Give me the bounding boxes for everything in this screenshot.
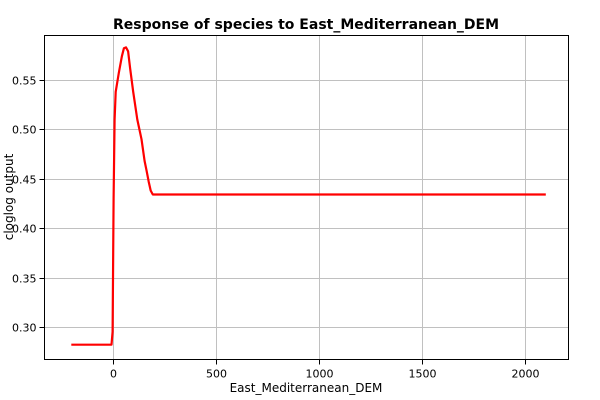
y-tick-label: 0.45 xyxy=(12,174,37,187)
plot-frame xyxy=(44,35,569,360)
y-tick-label: 0.50 xyxy=(12,124,37,137)
grid-lines xyxy=(44,35,569,360)
x-tick-label: 500 xyxy=(206,368,227,381)
x-tick-label: 0 xyxy=(110,368,117,381)
x-tick-label: 1000 xyxy=(306,368,334,381)
x-axis: 0 500 1000 1500 2000 xyxy=(110,359,540,381)
y-tick-label: 0.55 xyxy=(12,75,37,88)
response-curve xyxy=(71,46,546,346)
x-axis-label: East_Mediterranean_DEM xyxy=(230,381,383,395)
y-tick-label: 0.40 xyxy=(12,223,37,236)
y-axis: 0.30 0.35 0.40 0.45 0.50 0.55 xyxy=(12,75,45,335)
y-axis-label: cloglog output xyxy=(2,153,16,240)
chart-title: Response of species to East_Mediterranea… xyxy=(113,17,499,33)
x-tick-label: 1500 xyxy=(409,368,437,381)
y-tick-label: 0.35 xyxy=(12,273,37,286)
y-tick-label: 0.30 xyxy=(12,322,37,335)
series-layer xyxy=(71,46,546,346)
x-tick-label: 2000 xyxy=(512,368,540,381)
